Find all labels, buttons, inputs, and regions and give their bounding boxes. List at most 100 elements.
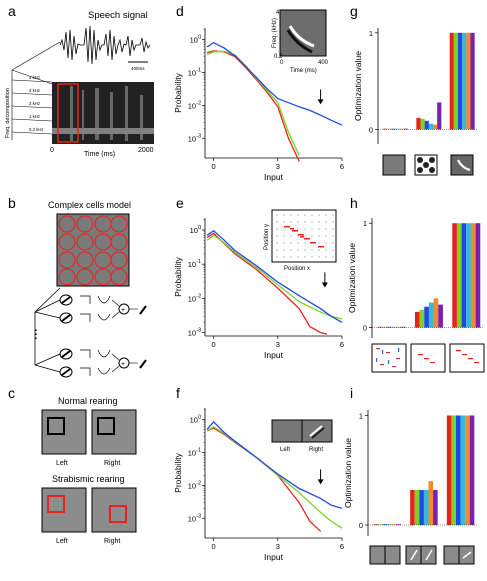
bar-red bbox=[449, 32, 454, 130]
bar-red bbox=[373, 524, 379, 526]
bar-green bbox=[387, 128, 392, 130]
bar-red bbox=[446, 415, 452, 526]
panel-letter-a: a bbox=[8, 3, 16, 19]
x-tick-label: 3 bbox=[276, 162, 280, 171]
bar-orange bbox=[433, 124, 438, 130]
y-axis-label: Probability bbox=[173, 256, 183, 296]
grid-dot bbox=[297, 249, 299, 251]
chart-g-optimization: 0 1 Optimization value bbox=[353, 28, 478, 144]
y-tick-label: 100 bbox=[190, 225, 201, 235]
inset-e-ylabel: Position y bbox=[264, 224, 270, 250]
bar-blue bbox=[391, 128, 396, 130]
band-label: 2 kHz bbox=[29, 101, 40, 106]
bar-red bbox=[452, 223, 457, 328]
grid-dot bbox=[297, 235, 299, 237]
grid-dot bbox=[290, 242, 292, 244]
bar-green bbox=[378, 524, 383, 526]
inset-f-right-label: Right bbox=[309, 447, 323, 453]
strabismic-left-label: Left bbox=[56, 538, 68, 545]
grid-dot bbox=[332, 235, 334, 237]
normal-left-label: Left bbox=[56, 460, 68, 467]
grid-dot bbox=[297, 214, 299, 216]
panel-letter-f: f bbox=[176, 385, 180, 401]
series-line-blue bbox=[206, 420, 343, 509]
grid-dot bbox=[304, 256, 306, 258]
grid-dot bbox=[332, 242, 334, 244]
grid-dot bbox=[283, 214, 285, 216]
bar-cyan bbox=[391, 326, 397, 328]
grid-dot bbox=[311, 214, 313, 216]
bar-blue bbox=[456, 415, 461, 526]
bar-blue bbox=[386, 326, 392, 328]
y-tick-label: 10-3 bbox=[188, 513, 201, 523]
bar-blue bbox=[424, 120, 429, 130]
grid-dot bbox=[325, 242, 327, 244]
y-tick-label: 100 bbox=[190, 415, 201, 425]
grid-dot bbox=[290, 235, 292, 237]
y-tick-label: 10-2 bbox=[188, 480, 201, 490]
series-line-blue bbox=[206, 41, 343, 126]
grid-dot bbox=[276, 221, 278, 223]
bar-green bbox=[451, 415, 456, 526]
chart-e-probability: 0 3 6 100 10-1 10-2 10-3 Input Probability bbox=[173, 218, 344, 360]
bar-green bbox=[382, 326, 387, 328]
strabismic-right-label: Right bbox=[104, 538, 120, 545]
bar-cyan bbox=[462, 32, 467, 130]
y-axis-label: Probability bbox=[173, 452, 183, 492]
bar-cyan bbox=[460, 415, 466, 526]
strabismic-rearing-label: Strabismic rearing bbox=[52, 474, 125, 484]
bar-orange bbox=[396, 326, 401, 328]
scalebar-label: 400ms bbox=[131, 66, 145, 71]
chart-f-probability: 0 3 6 100 10-1 10-2 10-3 Input Probability bbox=[173, 408, 344, 562]
grid-dot bbox=[290, 221, 292, 223]
y-tick-label: 1 bbox=[359, 411, 363, 420]
receptive-field-circles bbox=[58, 215, 128, 286]
inset-e-grid bbox=[276, 214, 334, 258]
bar-purple bbox=[433, 489, 438, 526]
thumb-ordered-map bbox=[449, 343, 485, 373]
inset-d-x0: 0 bbox=[280, 60, 284, 66]
bar-orange bbox=[399, 128, 404, 130]
grid-dot bbox=[276, 249, 278, 251]
x-axis-label: Input bbox=[264, 350, 284, 360]
band-label: 3 kHz bbox=[29, 88, 40, 93]
grid-dot bbox=[297, 242, 299, 244]
grid-dot bbox=[318, 235, 320, 237]
bar-purple bbox=[400, 326, 406, 328]
chart-i-optimization: 0 1 Optimization value bbox=[343, 410, 478, 536]
bar-green bbox=[453, 32, 458, 130]
grid-dot bbox=[297, 221, 299, 223]
panel-a: a Speech signal 400ms 4 kHz bbox=[5, 3, 154, 158]
grid-dot bbox=[311, 221, 313, 223]
inset-d-spectrotemporal-filter bbox=[279, 9, 327, 57]
subunit-row-1: + bbox=[59, 294, 147, 324]
grid-dot bbox=[283, 221, 285, 223]
bar-orange bbox=[433, 298, 439, 328]
bar-purple bbox=[396, 524, 401, 526]
x-axis-label: Input bbox=[264, 172, 284, 182]
y-tick-label: 10-3 bbox=[188, 133, 201, 143]
y-axis-label: Optimization value bbox=[343, 438, 353, 508]
y-tick-label: 0 bbox=[359, 521, 363, 530]
panel-letter-d: d bbox=[176, 3, 184, 19]
bar-blue bbox=[461, 223, 467, 328]
grid-dot bbox=[283, 235, 285, 237]
x-tick-label: 0 bbox=[211, 340, 215, 349]
grid-dot bbox=[318, 221, 320, 223]
bar-red bbox=[383, 128, 388, 130]
grid-dot bbox=[276, 228, 278, 230]
bar-purple bbox=[469, 415, 475, 526]
inset-f-left bbox=[271, 419, 303, 443]
threshold-arrow-head bbox=[321, 282, 328, 288]
chart-h-optimization: 0 1 Optimization value bbox=[347, 218, 484, 338]
subunit-row-2: + bbox=[59, 348, 147, 378]
thumb-partial-map bbox=[410, 343, 446, 373]
threshold-arrow-head bbox=[317, 99, 324, 105]
x-tick-label: 3 bbox=[276, 340, 280, 349]
grid-dot bbox=[332, 256, 334, 258]
x-tick-label: 6 bbox=[340, 542, 344, 551]
y-tick-label: 0 bbox=[363, 324, 367, 333]
grid-dot bbox=[318, 228, 320, 230]
bar-cyan bbox=[395, 128, 400, 130]
panel-letter-e: e bbox=[176, 195, 184, 211]
